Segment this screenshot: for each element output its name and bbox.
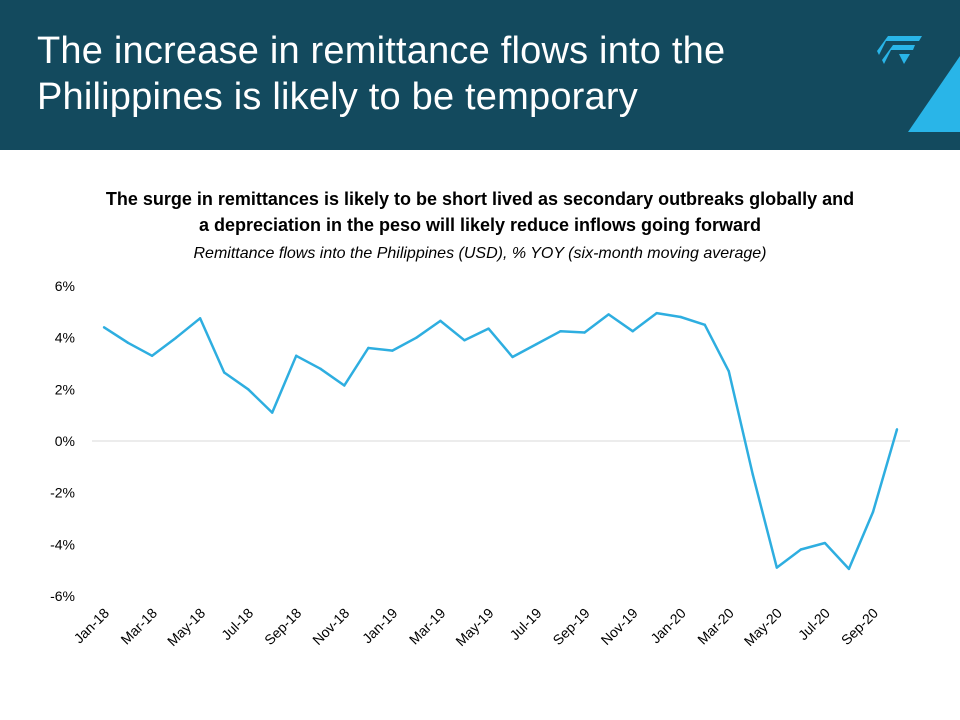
data-point	[271, 411, 274, 414]
series-line	[103, 311, 899, 571]
data-point	[535, 342, 538, 346]
data-point	[439, 319, 442, 323]
x-tick-label: Jan-18	[71, 605, 113, 647]
data-point	[775, 566, 779, 569]
y-tick-label: -6%	[50, 588, 75, 604]
x-tick-label: Sep-19	[549, 605, 592, 648]
data-point	[222, 371, 226, 374]
title-line-2: Philippines is likely to be temporary	[37, 76, 638, 118]
brand-logo-icon	[877, 36, 922, 64]
data-point	[895, 428, 899, 431]
data-point	[174, 336, 178, 339]
x-tick-label: May-20	[741, 605, 785, 649]
x-tick-label: Jul-20	[795, 605, 833, 643]
x-tick-label: Mar-19	[406, 605, 449, 648]
data-point	[102, 326, 106, 329]
header-background	[0, 0, 960, 150]
x-tick-label: Mar-18	[118, 605, 161, 648]
data-point	[391, 349, 394, 352]
y-tick-label: -2%	[50, 485, 75, 501]
x-tick-label: Nov-18	[309, 605, 352, 648]
y-tick-label: 0%	[55, 433, 75, 449]
x-tick-label: May-19	[452, 605, 496, 649]
x-tick-label: Jan-19	[359, 605, 401, 647]
data-point	[415, 336, 418, 339]
subtitle-line-1: The surge in remittances is likely to be…	[105, 189, 855, 209]
x-tick-label: Jul-19	[506, 605, 544, 643]
data-point	[126, 341, 130, 345]
data-point	[367, 346, 370, 350]
slide-title: The increase in remittance flows into th…	[37, 28, 725, 120]
data-point	[847, 567, 851, 571]
y-tick-label: -4%	[50, 536, 75, 552]
data-point	[607, 313, 610, 316]
x-tick-label: Nov-19	[598, 605, 641, 648]
data-point	[703, 323, 706, 326]
data-point	[511, 355, 514, 359]
y-tick-label: 4%	[55, 330, 75, 346]
slide-header: The increase in remittance flows into th…	[0, 0, 960, 150]
x-tick-label: Sep-20	[838, 605, 881, 648]
x-tick-label: Jul-18	[218, 605, 256, 643]
subtitle-line-2: a depreciation in the peso will likely r…	[198, 215, 762, 235]
data-point	[583, 331, 586, 334]
data-point	[198, 317, 202, 320]
data-point	[343, 384, 346, 387]
data-point	[727, 370, 730, 373]
x-tick-label: Jan-20	[647, 605, 689, 647]
data-point	[150, 354, 154, 357]
data-point	[559, 330, 562, 333]
data-point	[246, 388, 250, 391]
data-point	[799, 548, 803, 551]
chart-caption: Remittance flows into the Philippines (U…	[193, 245, 767, 262]
x-tick-label: Sep-18	[261, 605, 304, 648]
data-point	[463, 339, 466, 342]
data-point	[655, 311, 658, 315]
data-point	[319, 367, 322, 370]
y-tick-label: 2%	[55, 381, 75, 397]
accent-triangle	[908, 56, 960, 132]
title-line-1: The increase in remittance flows into th…	[37, 30, 726, 72]
data-point	[631, 330, 634, 333]
data-point	[871, 510, 875, 514]
data-point	[295, 354, 298, 357]
x-tick-label: Mar-20	[694, 605, 737, 648]
data-point	[679, 315, 682, 319]
data-point	[487, 327, 490, 330]
data-point	[751, 473, 755, 476]
chart-subtitle: The surge in remittances is likely to be…	[0, 186, 960, 238]
y-tick-label: 6%	[55, 278, 75, 294]
data-point	[823, 541, 827, 545]
x-tick-label: May-18	[164, 605, 208, 649]
